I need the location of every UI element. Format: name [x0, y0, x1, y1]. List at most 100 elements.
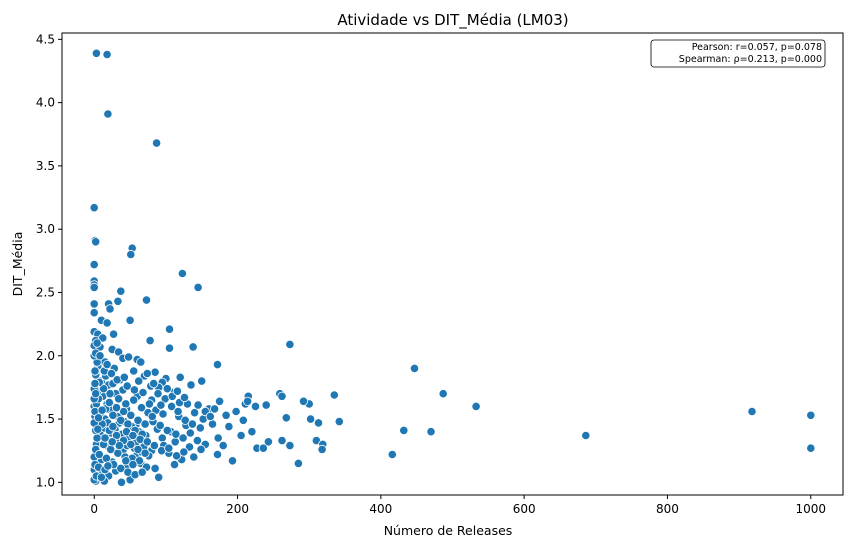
x-tick-label: 600	[513, 502, 536, 516]
data-point	[97, 405, 107, 415]
data-point	[94, 449, 104, 460]
x-tick-label: 1000	[795, 502, 826, 516]
data-point	[471, 401, 481, 411]
data-point	[438, 389, 448, 399]
data-point	[224, 421, 234, 432]
data-point	[126, 439, 136, 449]
y-tick-label: 4.5	[36, 32, 55, 46]
data-point	[141, 295, 152, 305]
data-point	[128, 430, 138, 441]
data-point	[806, 443, 816, 453]
data-point	[142, 368, 152, 379]
data-point	[277, 435, 287, 446]
y-tick-label: 1.0	[36, 475, 55, 489]
data-point	[142, 437, 152, 447]
data-point	[149, 378, 159, 389]
data-point	[193, 400, 203, 410]
data-point	[189, 452, 199, 462]
data-point	[116, 415, 126, 425]
data-point	[157, 433, 167, 443]
data-point	[111, 403, 122, 413]
data-point	[147, 411, 157, 422]
data-point	[103, 109, 113, 119]
plot-frame	[61, 32, 844, 496]
x-tick-label: 0	[90, 502, 98, 516]
y-tick-label: 2.0	[36, 349, 55, 363]
x-axis-ticks: 0 200 400 600 800 1000	[90, 495, 826, 516]
data-point	[236, 430, 246, 441]
data-point	[156, 400, 166, 410]
y-axis-label: DIT_Média	[10, 232, 25, 297]
data-point	[153, 389, 163, 399]
data-point	[91, 389, 101, 399]
data-point	[107, 437, 117, 447]
data-point	[90, 366, 100, 376]
data-point	[133, 444, 143, 454]
spearman-text: Spearman: ρ=0.213, p=0.000	[679, 54, 822, 65]
data-point	[205, 411, 215, 422]
data-point	[173, 406, 183, 417]
data-point	[101, 453, 112, 463]
data-point	[108, 410, 118, 420]
data-point	[261, 400, 271, 410]
data-point	[581, 430, 591, 441]
data-point	[91, 48, 102, 58]
data-point	[103, 461, 113, 471]
data-point	[305, 414, 316, 424]
data-point	[116, 477, 127, 487]
data-point	[140, 419, 150, 429]
data-point	[102, 359, 112, 370]
data-point	[207, 419, 218, 429]
data-point	[121, 399, 131, 409]
data-point	[92, 433, 102, 443]
data-point	[91, 237, 101, 247]
data-point	[89, 299, 99, 309]
x-tick-label: 800	[656, 502, 679, 516]
data-point	[126, 249, 136, 260]
data-point	[114, 440, 124, 451]
data-point	[129, 385, 139, 395]
data-point	[109, 329, 119, 339]
data-point	[178, 433, 188, 443]
data-point	[102, 318, 112, 328]
data-point	[123, 419, 133, 429]
data-point	[164, 443, 174, 453]
data-point	[102, 49, 112, 60]
data-point	[192, 435, 202, 446]
data-point	[149, 440, 159, 451]
stats-annotation-box	[650, 39, 826, 68]
data-point	[99, 384, 109, 394]
data-point	[399, 425, 409, 435]
data-point	[190, 408, 200, 418]
data-point	[114, 347, 124, 357]
data-point	[104, 397, 114, 408]
y-axis-ticks: 1.0 1.5 2.0 2.5 3.0 3.5 4.0 4.5	[36, 32, 62, 489]
data-point	[113, 296, 123, 306]
data-point	[184, 442, 195, 452]
data-point	[243, 396, 253, 406]
data-point	[180, 415, 190, 425]
data-point	[154, 472, 164, 482]
data-point	[285, 440, 295, 451]
data-point	[150, 463, 160, 473]
x-tick-label: 200	[226, 502, 249, 516]
data-point	[186, 380, 196, 390]
y-tick-label: 4.0	[36, 96, 55, 110]
data-point	[145, 335, 155, 346]
data-point	[134, 376, 144, 386]
data-point	[93, 413, 104, 423]
data-points	[89, 48, 816, 487]
data-point	[162, 384, 172, 394]
data-point	[196, 444, 206, 454]
data-point	[179, 392, 190, 403]
data-point	[263, 437, 273, 447]
data-point	[177, 268, 187, 279]
stats-annotation: Pearson: r=0.057, p=0.078 Spearman: ρ=0.…	[650, 39, 826, 68]
data-point	[105, 304, 115, 314]
data-point	[96, 472, 107, 482]
data-point	[155, 420, 165, 430]
data-point	[129, 395, 139, 405]
data-point	[213, 433, 223, 443]
data-point	[188, 342, 198, 352]
chart-title: Atividade vs DIT_Média (LM03)	[337, 11, 568, 30]
